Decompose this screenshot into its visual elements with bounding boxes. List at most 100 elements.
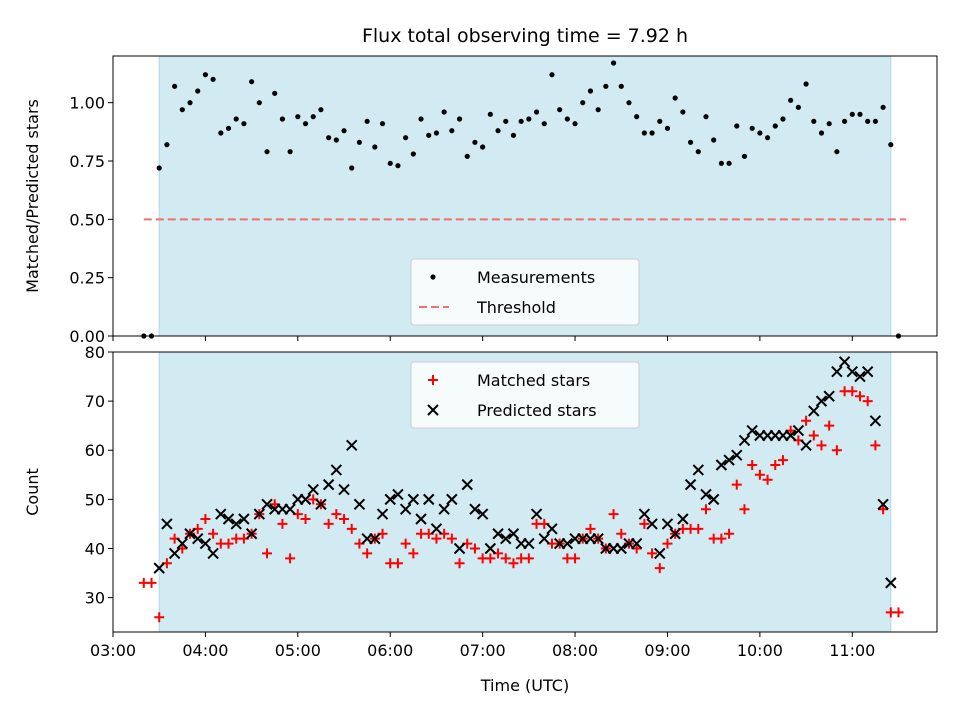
predicted-star-point [430, 523, 443, 535]
measurement-point [849, 111, 855, 117]
measurement-point [202, 72, 209, 78]
measurement-point [772, 123, 778, 129]
measurement-point [495, 128, 501, 134]
matched-star-point [862, 396, 873, 407]
axes-frame [112, 351, 938, 633]
measurement-point [634, 114, 640, 120]
measurement-point [372, 144, 378, 150]
matched-star-point [300, 514, 311, 525]
predicted-star-point [530, 508, 543, 520]
predicted-star-point [199, 537, 212, 550]
y-tick-label: 40 [85, 539, 105, 558]
predicted-star-point [153, 562, 165, 574]
measurement-point [587, 88, 594, 94]
measurement-point [249, 79, 255, 85]
x-tick-label: 04:00 [182, 641, 228, 660]
predicted-star-point [654, 547, 666, 560]
measurement-point [295, 114, 301, 120]
y-tick-label: 0.75 [69, 152, 105, 171]
predicted-star-point [661, 518, 674, 530]
predicted-star-point [469, 503, 481, 515]
matched-star-point [223, 538, 234, 549]
y-axis-label: Count [23, 468, 42, 516]
measurement-point [233, 116, 239, 122]
legend-marker [428, 375, 438, 385]
x-tick-label: 06:00 [367, 641, 413, 660]
predicted-star-point [438, 503, 450, 515]
predicted-star-point [322, 478, 335, 491]
predicted-star-point [484, 542, 497, 555]
predicted-star-point [415, 513, 427, 525]
measurement-point [795, 104, 801, 110]
measurement-point [749, 125, 755, 131]
measurement-point [241, 121, 247, 127]
matched-star-point [777, 455, 788, 466]
predicted-star-point [253, 508, 266, 520]
predicted-star-point [561, 537, 574, 550]
matched-star-point [654, 563, 665, 574]
predicted-star-point [168, 547, 181, 560]
matched-star-point [585, 523, 596, 534]
predicted-star-point [507, 528, 520, 540]
measurement-point [741, 153, 748, 159]
measurement-point [264, 149, 270, 155]
measurement-point [672, 95, 678, 101]
measurement-point [564, 116, 570, 122]
measurement-point [403, 135, 409, 141]
matched-star-point [431, 533, 442, 544]
predicted-star-point [808, 405, 820, 417]
predicted-star-point [838, 356, 851, 368]
matched-star-point [747, 459, 758, 470]
measurement-point [187, 100, 193, 106]
measurement-point [503, 118, 509, 124]
measurement-point [441, 109, 447, 115]
x-tick-label: 11:00 [829, 641, 875, 660]
measurement-point [356, 139, 363, 145]
matched-star-point [408, 548, 419, 559]
measurement-point [179, 107, 185, 113]
matched-star-point [639, 518, 650, 529]
measurement-point [826, 121, 832, 127]
legend-box [410, 258, 640, 326]
predicted-star-point [500, 532, 512, 545]
measurement-point [734, 123, 740, 129]
predicted-star-point [315, 498, 327, 510]
predicted-star-point [161, 518, 173, 530]
measurement-point [703, 114, 709, 120]
matched-star-point [831, 445, 842, 456]
matched-star-point [362, 548, 373, 559]
measurement-point [218, 130, 224, 136]
series-predicted-stars [153, 356, 897, 589]
matched-star-point [523, 553, 534, 564]
matched-star-point [731, 479, 742, 490]
predicted-star-point [638, 508, 651, 520]
predicted-star-point [707, 493, 720, 506]
y-tick-label: 0.25 [69, 269, 105, 288]
matched-star-point [346, 523, 357, 534]
measurement-point [487, 111, 493, 117]
matched-star-point [285, 553, 296, 564]
y-tick-label: 1.00 [69, 94, 105, 113]
predicted-star-point [392, 488, 404, 501]
measurement-point [610, 60, 617, 66]
predicted-star-point [877, 498, 889, 510]
measurement-point [480, 144, 486, 150]
x-tick-label: 03:00 [90, 641, 136, 660]
matched-star-point [392, 558, 403, 569]
measurement-point [533, 109, 540, 115]
predicted-star-point [677, 513, 689, 525]
measurement-point [541, 121, 547, 127]
predicted-star-point [384, 493, 396, 506]
measurement-point [857, 111, 863, 117]
measurement-point [349, 165, 355, 171]
matched-star-point [339, 514, 350, 525]
y-tick-label: 0.50 [69, 210, 105, 229]
predicted-star-point [692, 464, 704, 476]
predicted-star-point [715, 459, 728, 471]
panel-1: 0.00 0.25 0.50 0.75 1.00 Flux total observing… [23, 25, 938, 346]
measurement-point [210, 76, 216, 82]
measurement-point [865, 118, 871, 124]
measurement-point [557, 107, 563, 113]
matched-star-point [485, 553, 496, 564]
